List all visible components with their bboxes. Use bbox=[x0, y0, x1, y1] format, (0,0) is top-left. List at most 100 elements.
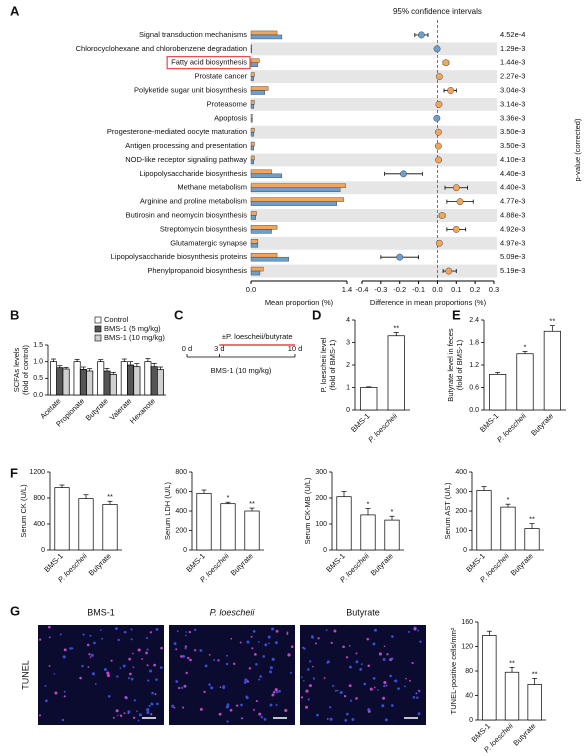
cell-dot bbox=[146, 648, 149, 651]
cell-dot bbox=[230, 637, 233, 640]
cell-dot bbox=[183, 684, 187, 688]
cell-dot bbox=[369, 687, 373, 691]
y-tick-label: 3 bbox=[346, 339, 350, 346]
bar bbox=[62, 368, 70, 396]
cell-dot bbox=[348, 684, 352, 688]
row-label: Polyketide sugar unit biosynthesis bbox=[134, 85, 247, 94]
cell-dot bbox=[116, 675, 119, 678]
cell-dot bbox=[348, 644, 351, 647]
significance: ** bbox=[532, 669, 538, 678]
cell-dot bbox=[383, 645, 386, 648]
bar bbox=[524, 528, 540, 551]
difference-point bbox=[438, 212, 446, 219]
row-stripe bbox=[251, 125, 497, 139]
cell-dot bbox=[367, 708, 371, 712]
bar bbox=[109, 373, 117, 396]
cell-dot bbox=[271, 657, 275, 661]
cell-dot bbox=[355, 660, 359, 664]
cell-dot bbox=[363, 682, 367, 686]
cell-dot bbox=[150, 702, 154, 706]
y-axis-label: p-value (corrected) bbox=[573, 118, 582, 181]
cell-dot bbox=[156, 702, 159, 706]
y-tick-label: 0 bbox=[323, 547, 327, 554]
y-tick-label: 1.2 bbox=[469, 362, 479, 369]
bar bbox=[360, 387, 378, 411]
p-value: 4.40e-3 bbox=[500, 169, 525, 178]
difference-point bbox=[434, 142, 442, 150]
cell-dot bbox=[48, 636, 51, 639]
proportion-bar bbox=[250, 131, 254, 137]
cell-dot bbox=[317, 637, 320, 640]
p-value: 2.27e-3 bbox=[500, 72, 525, 81]
difference-point bbox=[400, 170, 407, 178]
cell-dot bbox=[253, 653, 257, 656]
cell-dot bbox=[386, 653, 389, 656]
cell-dot bbox=[240, 717, 244, 720]
cell-dot bbox=[412, 695, 416, 699]
cell-dot bbox=[189, 658, 192, 662]
baseline-label: BMS-1 (10 mg/kg) bbox=[211, 366, 272, 375]
cell-dot bbox=[262, 655, 266, 658]
y-tick-label: 300 bbox=[315, 469, 327, 476]
cell-dot bbox=[305, 705, 309, 709]
timeline-tick-label: 10 d bbox=[288, 344, 303, 353]
x2-tick-label: -0.4 bbox=[356, 285, 369, 294]
cell-dot bbox=[300, 696, 304, 699]
cell-dot bbox=[107, 674, 110, 678]
legend-label: BMS-1 (5 mg/kg) bbox=[104, 324, 161, 333]
bar bbox=[516, 353, 534, 411]
significance: * bbox=[367, 499, 370, 508]
cell-dot bbox=[367, 664, 370, 668]
proportion-bar bbox=[250, 243, 259, 248]
cell-dot bbox=[389, 674, 392, 678]
bar bbox=[196, 493, 212, 551]
cell-dot bbox=[243, 681, 247, 684]
cell-dot bbox=[79, 676, 82, 680]
cell-dot bbox=[89, 634, 92, 637]
cell-dot bbox=[176, 630, 179, 633]
cell-dot bbox=[208, 683, 211, 686]
cell-dot bbox=[204, 664, 208, 668]
x-tick-label: BMS-1 bbox=[42, 551, 65, 574]
cell-dot bbox=[274, 688, 278, 692]
cell-dot bbox=[225, 705, 229, 709]
bar bbox=[500, 506, 516, 551]
y-tick-label: 1.0 bbox=[33, 359, 43, 366]
cell-dot bbox=[286, 631, 289, 634]
y-axis-label: Serum LDH (U/L) bbox=[163, 482, 172, 540]
row-label: TUNEL bbox=[20, 660, 30, 690]
difference-point bbox=[447, 87, 455, 94]
bar bbox=[120, 361, 128, 396]
timeline-tick-label: 0 d bbox=[182, 344, 192, 353]
x-tick-label: Butyrate bbox=[529, 411, 555, 437]
bar bbox=[79, 368, 87, 396]
cell-dot bbox=[103, 668, 107, 672]
legend-label: BMS-1 (10 mg/kg) bbox=[104, 333, 165, 342]
cell-dot bbox=[47, 625, 51, 629]
cell-dot bbox=[397, 687, 400, 691]
cell-dot bbox=[54, 691, 58, 695]
cell-dot bbox=[48, 665, 51, 667]
cell-dot bbox=[417, 629, 419, 632]
proportion-bar bbox=[250, 58, 260, 63]
p-value: 4.88e-3 bbox=[500, 210, 525, 219]
y-axis-label: Serum CK-MB (U/L) bbox=[303, 477, 312, 545]
cell-dot bbox=[248, 667, 252, 670]
p-value: 4.77e-3 bbox=[500, 197, 525, 206]
cell-dot bbox=[351, 718, 355, 721]
y-tick-label: 200 bbox=[175, 527, 187, 534]
cell-dot bbox=[391, 635, 394, 638]
bar bbox=[244, 510, 260, 551]
cell-dot bbox=[45, 699, 48, 703]
difference-point bbox=[435, 239, 443, 247]
cell-dot bbox=[99, 629, 102, 632]
bar bbox=[73, 361, 81, 396]
legend-swatch bbox=[94, 334, 102, 342]
panel-letter: A bbox=[10, 3, 20, 18]
cell-dot bbox=[269, 666, 273, 670]
cell-dot bbox=[141, 657, 144, 660]
proportion-bar bbox=[250, 252, 278, 258]
cell-dot bbox=[394, 679, 398, 683]
cell-dot bbox=[252, 630, 256, 633]
p-value: 3.04e-3 bbox=[500, 85, 525, 94]
